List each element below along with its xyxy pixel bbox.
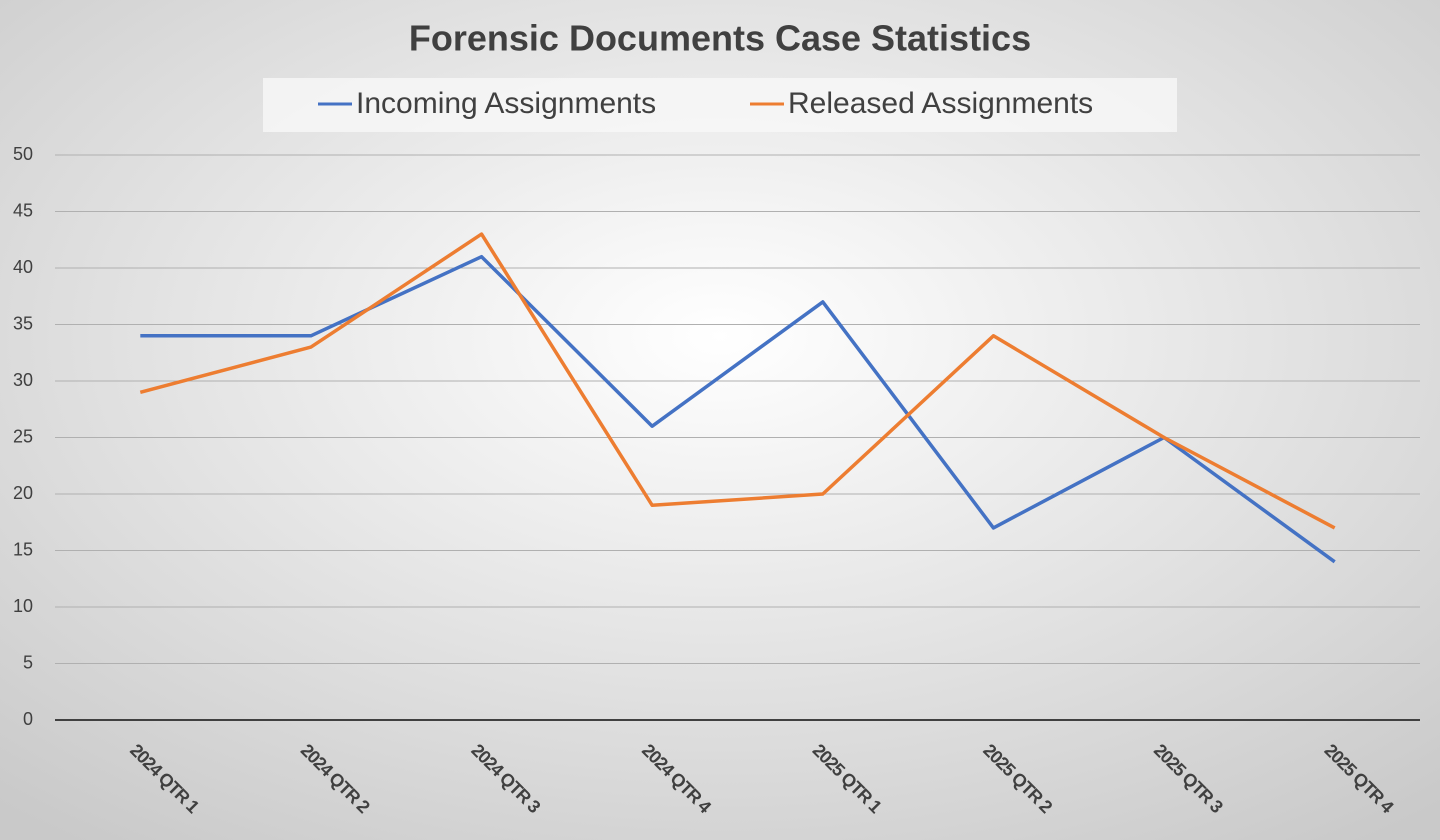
y-tick-label: 5 (23, 652, 33, 672)
legend-label: Released Assignments (788, 87, 1093, 120)
y-tick-label: 20 (13, 483, 33, 503)
y-tick-label: 0 (23, 709, 33, 729)
legend-label: Incoming Assignments (356, 87, 656, 120)
legend-box (263, 78, 1177, 132)
y-tick-label: 10 (13, 596, 33, 616)
y-tick-label: 30 (13, 370, 33, 390)
y-tick-label: 40 (13, 257, 33, 277)
y-tick-label: 35 (13, 313, 33, 333)
data-line (139, 232, 1336, 530)
chart-title: Forensic Documents Case Statistics (409, 18, 1031, 59)
y-tick-label: 25 (13, 426, 33, 446)
y-tick-label: 45 (13, 200, 33, 220)
y-tick-label: 50 (13, 144, 33, 164)
data-line (140, 254, 1336, 564)
y-tick-label: 15 (13, 539, 33, 559)
